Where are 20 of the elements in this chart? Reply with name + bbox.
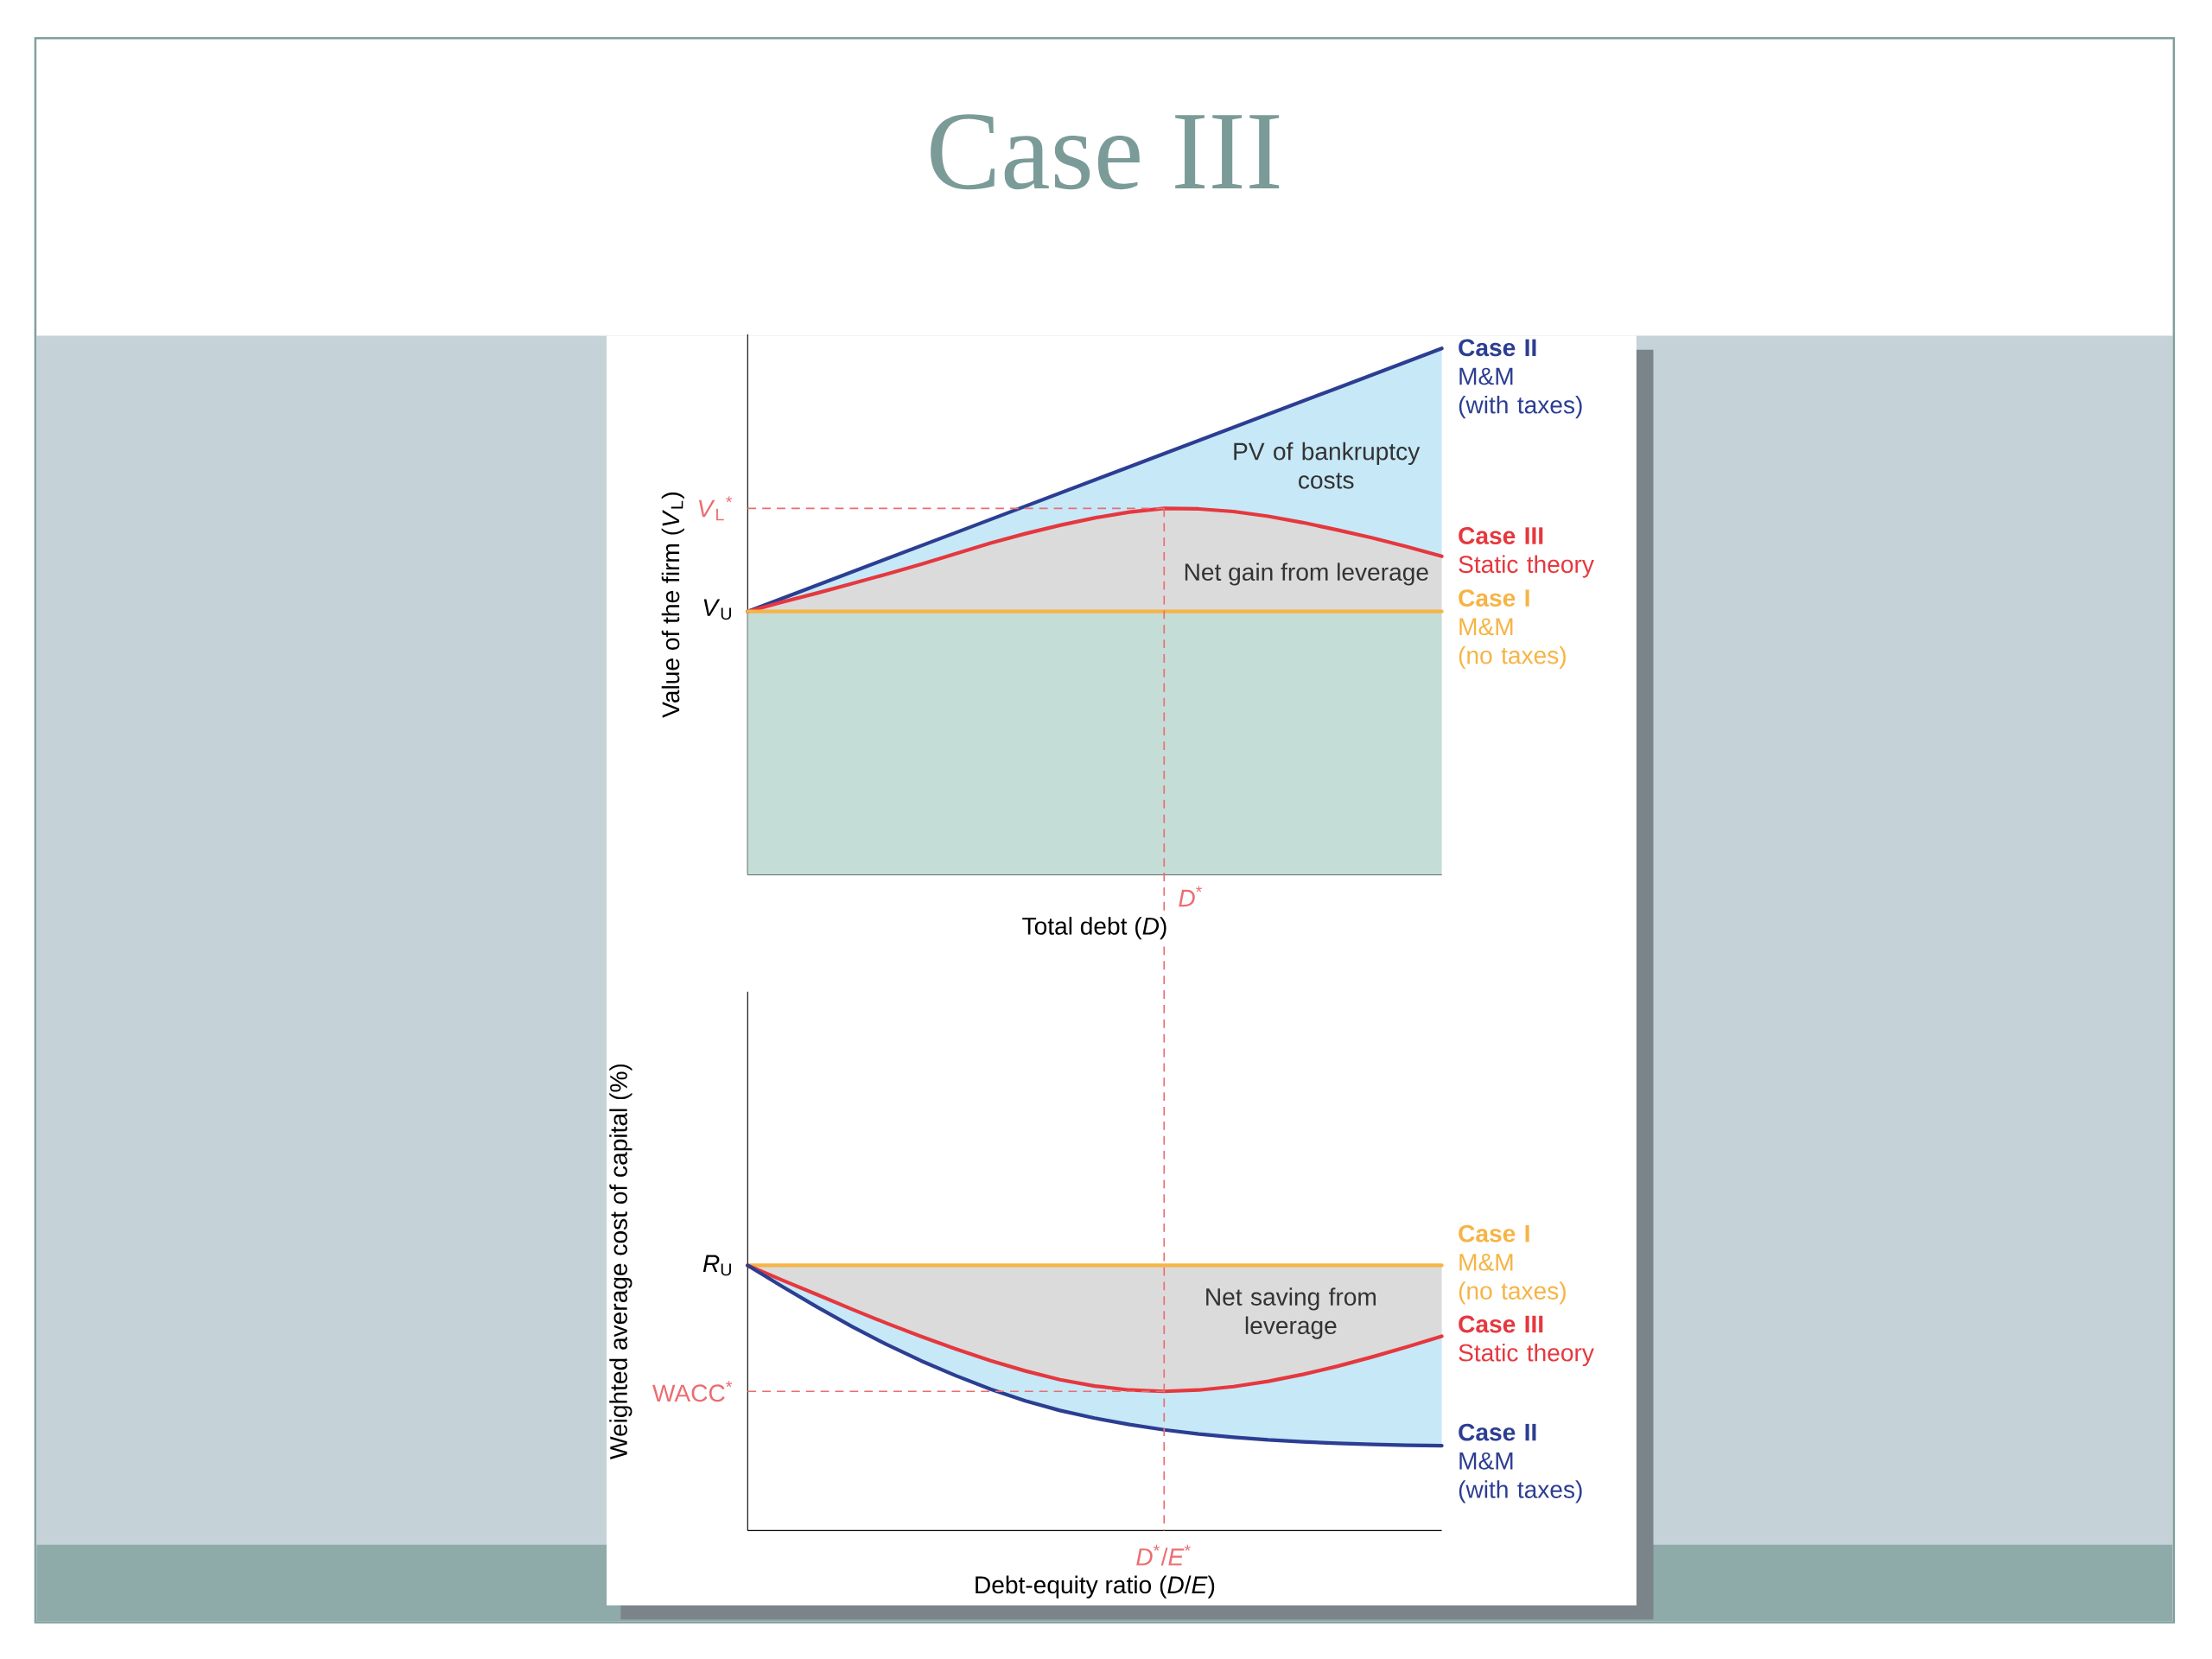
y-axis-title: Weighted average cost of capital (%) xyxy=(609,1064,632,1459)
annotation: PV of bankruptcy costs xyxy=(1234,442,1421,489)
text: R$_{U}$ xyxy=(702,1255,731,1276)
series-label: Case II M&M (with taxes) xyxy=(1459,339,1582,419)
series-label: Case III Static theory xyxy=(1459,527,1594,578)
x-axis-title: Total debt (D) xyxy=(1022,917,1166,940)
annotation: Net saving from leverage xyxy=(1206,1287,1376,1339)
series-label: Case I M&M (no taxes) xyxy=(1459,589,1566,669)
text: D$^{*}$/E$^{*}$ xyxy=(1136,1544,1191,1566)
ref-line-label: WACC$^{*}$ xyxy=(652,1381,733,1402)
annotation: Net gain from leverage xyxy=(1185,563,1428,586)
text: V$_{U}$ xyxy=(703,599,731,620)
series-label: Case II M&M (with taxes) xyxy=(1459,1423,1582,1503)
y-axis-title: Value of the firm (V$_{L}$) xyxy=(661,493,684,718)
x-axis-title: Debt-equity ratio (D/E) xyxy=(976,1575,1215,1599)
ref-line-label: V$_{L}$* xyxy=(698,496,733,521)
text: D$^{*}$ xyxy=(1179,886,1203,907)
series-label: Case III Static theory xyxy=(1459,1315,1594,1367)
series-label: Case I M&M (no taxes) xyxy=(1459,1224,1566,1305)
chart-title: Case III xyxy=(931,114,1280,190)
